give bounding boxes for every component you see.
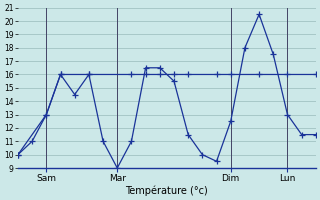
X-axis label: Température (°c): Température (°c) [125,185,208,196]
